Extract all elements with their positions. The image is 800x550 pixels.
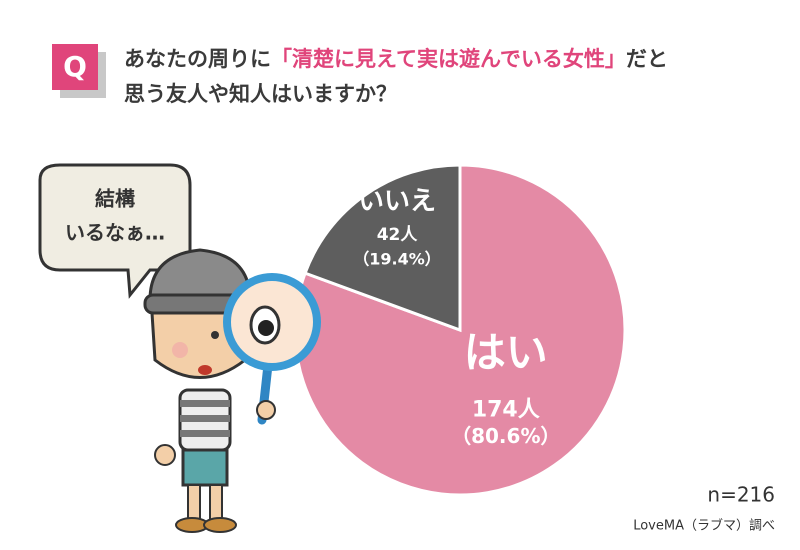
bubble-text: 結構: [95, 187, 135, 211]
bubble-text: いるなぁ…: [65, 221, 165, 245]
slice-category: はい: [464, 328, 548, 377]
title-part: だと: [626, 47, 668, 71]
slice-count: 42人: [377, 225, 419, 245]
pie-slice: [303, 163, 462, 333]
slice-count: 174人: [472, 398, 540, 423]
title-part: あなたの周りに: [124, 47, 271, 71]
slice-percent: （19.4%）: [353, 249, 441, 268]
pie: はい 174人（80.6%） いいえ 42人 （19.4%）: [293, 163, 627, 497]
sample-size: n=216: [707, 483, 775, 507]
badge: [52, 44, 98, 90]
title-highlight: 「清楚に見えて実は遊んでいる女性」: [271, 47, 626, 71]
title-line-1: あなたの周りに「清楚に見えて実は遊んでいる女性」だと: [124, 47, 668, 71]
slice-percent: （80.6%）: [451, 424, 560, 448]
slice-category: いいえ: [358, 186, 436, 216]
badge-text: Q: [63, 50, 87, 83]
source: LoveMA（ラブマ）調べ: [633, 518, 775, 534]
character: [143, 248, 321, 533]
title-line-2: 思う友人や知人はいますか？: [124, 82, 397, 106]
